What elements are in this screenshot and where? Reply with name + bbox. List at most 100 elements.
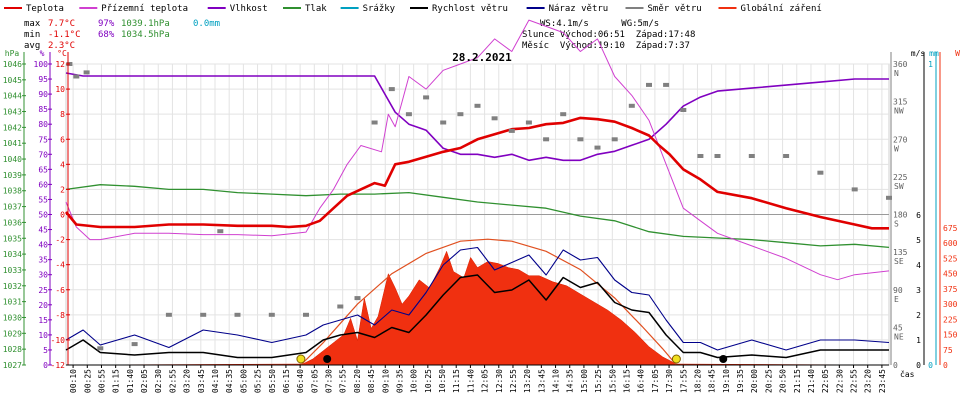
w-tick: 525 xyxy=(943,254,958,263)
temp-axis-tick: -4 xyxy=(55,261,65,270)
humidity-axis-tick: 70 xyxy=(38,150,48,159)
wind-direction-point xyxy=(663,82,670,87)
x-tick: 20:25 xyxy=(764,369,773,393)
legend-label: Tlak xyxy=(305,4,327,14)
x-tick: 05:25 xyxy=(254,369,263,393)
hpa-axis-tick: 1030 xyxy=(3,313,22,322)
wind-direction-point xyxy=(594,145,601,150)
hpa-axis-tick: 1028 xyxy=(3,345,22,354)
direction-tick: 225 xyxy=(893,173,908,182)
x-tick: 07:55 xyxy=(339,369,348,393)
w-axis-label: W xyxy=(955,49,960,58)
sunrise-marker xyxy=(296,354,306,364)
w-tick: 0 xyxy=(943,361,948,370)
wind-direction-point xyxy=(628,103,635,108)
series-line-vlhkost xyxy=(65,72,889,162)
temp-axis-label: °C xyxy=(57,49,67,58)
wind-direction-point xyxy=(388,87,395,92)
x-tick: 20:00 xyxy=(750,369,759,393)
x-tick: 14:10 xyxy=(552,369,561,393)
w-tick: 225 xyxy=(943,315,958,324)
x-tick: 17:05 xyxy=(651,369,660,393)
wind-direction-point xyxy=(337,304,344,309)
x-tick: 12:30 xyxy=(495,369,504,393)
humidity-axis-tick: 0 xyxy=(43,361,48,370)
temp-axis-tick: -2 xyxy=(55,236,65,245)
hpa-axis-tick: 1046 xyxy=(3,60,22,69)
x-tick: 22:05 xyxy=(821,369,830,393)
wind-direction-point xyxy=(405,112,412,117)
stat-wind-line: WS:4.1m/s WG:5m/s xyxy=(540,19,659,29)
wind-direction-point xyxy=(577,137,584,142)
mm-tick: 0 xyxy=(928,361,933,370)
humidity-axis-tick: 50 xyxy=(38,211,48,220)
x-tick: 23:45 xyxy=(878,369,887,393)
direction-label: E xyxy=(894,295,899,304)
legend-label: Globální záření xyxy=(741,4,822,14)
theoretical-radiation-line xyxy=(300,238,677,366)
hpa-axis-tick: 1034 xyxy=(3,250,22,259)
wind-direction-point xyxy=(165,312,172,317)
wind-direction-point xyxy=(234,312,241,317)
wind-direction-point xyxy=(748,154,755,158)
humidity-axis-tick: 5 xyxy=(43,346,48,355)
x-tick: 17:30 xyxy=(665,369,674,393)
humidity-axis-tick: 75 xyxy=(38,135,48,144)
hpa-axis-tick: 1027 xyxy=(3,361,22,370)
mm-axis-label: mm xyxy=(929,49,939,58)
hpa-axis-tick: 1045 xyxy=(3,76,22,85)
wind-direction-point xyxy=(423,95,430,100)
w-tick: 375 xyxy=(943,285,958,294)
humidity-axis-tick: 85 xyxy=(38,105,48,114)
temp-axis-tick: 4 xyxy=(60,160,65,169)
x-tick: 07:05 xyxy=(310,369,319,393)
temp-axis-tick: 12 xyxy=(55,60,65,69)
hpa-axis-tick: 1041 xyxy=(3,139,22,148)
mm-tick: 1 xyxy=(928,60,933,69)
x-tick: 13:20 xyxy=(523,369,532,393)
series-line-p-zemn-teplota xyxy=(65,19,890,281)
hpa-axis-tick: 1038 xyxy=(3,187,22,196)
hpa-axis-tick: 1031 xyxy=(3,298,22,307)
x-tick: 16:15 xyxy=(622,369,631,393)
direction-label: W xyxy=(894,144,899,153)
direction-label: NW xyxy=(894,107,904,116)
x-tick: 21:15 xyxy=(793,369,802,393)
x-tick: 19:35 xyxy=(736,369,745,393)
wind-direction-point xyxy=(97,346,104,351)
series-layer xyxy=(64,19,890,359)
wind-direction-point xyxy=(508,128,515,133)
direction-tick: 135 xyxy=(893,248,908,257)
x-tick: 22:30 xyxy=(835,369,844,393)
x-tick: 08:20 xyxy=(353,369,362,393)
humidity-axis-tick: 60 xyxy=(38,180,48,189)
temp-axis-tick: -8 xyxy=(55,311,65,320)
temp-axis-tick: 2 xyxy=(60,185,65,194)
direction-tick: 360 xyxy=(893,60,908,69)
humidity-axis-tick: 65 xyxy=(38,165,48,174)
ms-tick: 0 xyxy=(916,361,921,370)
x-tick: 18:45 xyxy=(708,369,717,393)
x-tick: 17:55 xyxy=(679,369,688,393)
x-tick: 16:40 xyxy=(637,369,646,393)
legend-label: Směr větru xyxy=(648,4,702,14)
direction-tick: 90 xyxy=(893,286,903,295)
x-tick: 22:55 xyxy=(850,369,859,393)
temp-axis-tick: 10 xyxy=(55,85,65,94)
ms-tick: 4 xyxy=(916,261,921,270)
wind-direction-point xyxy=(73,74,80,79)
x-tick: 05:00 xyxy=(239,369,248,393)
ms-tick: 2 xyxy=(916,311,921,320)
x-tick: 06:15 xyxy=(282,369,291,393)
wind-direction-point xyxy=(268,312,275,317)
humidity-axis-tick: 80 xyxy=(38,120,48,129)
hpa-axis-tick: 1042 xyxy=(3,123,22,132)
wind-direction-point xyxy=(354,296,361,301)
x-tick: 07:30 xyxy=(325,369,334,393)
stat-min-hum: 68% xyxy=(98,30,115,40)
moonrise-marker xyxy=(719,355,728,363)
direction-label: N xyxy=(894,69,899,78)
direction-label: S xyxy=(894,220,899,229)
x-tick: 09:35 xyxy=(395,369,404,393)
wind-direction-point xyxy=(131,342,138,347)
